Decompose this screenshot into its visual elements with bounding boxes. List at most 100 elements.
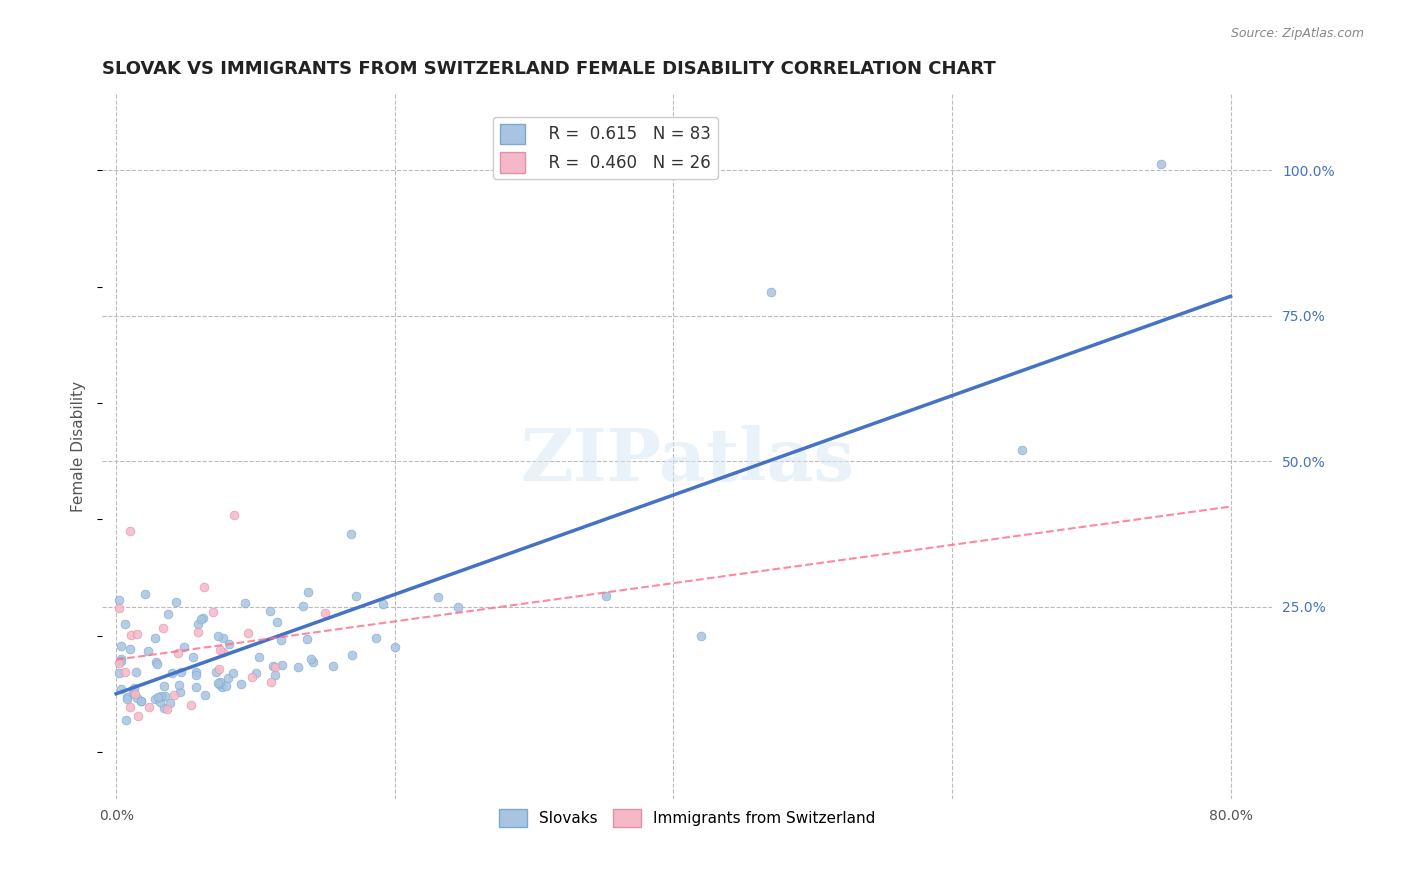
- Slovaks: [186, 680, 208, 694]
- Slovaks: [426, 590, 449, 604]
- Slovaks: [149, 695, 172, 709]
- Slovaks: [152, 679, 174, 693]
- Slovaks: [125, 665, 148, 679]
- Immigrants from Switzerland: [314, 606, 336, 620]
- Immigrants from Switzerland: [260, 675, 283, 690]
- Slovaks: [364, 632, 387, 646]
- Slovaks: [114, 616, 136, 631]
- Slovaks: [1150, 157, 1173, 171]
- Slovaks: [169, 685, 191, 699]
- Slovaks: [262, 659, 284, 673]
- Immigrants from Switzerland: [240, 670, 263, 684]
- Slovaks: [233, 596, 256, 610]
- Slovaks: [218, 637, 240, 651]
- Slovaks: [143, 692, 166, 706]
- Slovaks: [148, 691, 170, 706]
- Immigrants from Switzerland: [222, 508, 245, 522]
- Slovaks: [266, 615, 288, 629]
- Slovaks: [157, 607, 180, 622]
- Slovaks: [110, 682, 132, 697]
- Immigrants from Switzerland: [138, 699, 160, 714]
- Slovaks: [339, 527, 361, 541]
- Slovaks: [134, 587, 156, 601]
- Text: Source: ZipAtlas.com: Source: ZipAtlas.com: [1230, 27, 1364, 40]
- Immigrants from Switzerland: [187, 624, 209, 639]
- Slovaks: [207, 677, 229, 691]
- Slovaks: [212, 631, 235, 645]
- Slovaks: [259, 604, 281, 618]
- Slovaks: [129, 694, 152, 708]
- Slovaks: [110, 639, 132, 653]
- Slovaks: [295, 632, 318, 646]
- Slovaks: [110, 652, 132, 666]
- Slovaks: [342, 648, 364, 662]
- Slovaks: [159, 696, 181, 710]
- Slovaks: [122, 686, 145, 700]
- Slovaks: [384, 640, 406, 654]
- Slovaks: [193, 688, 215, 702]
- Slovaks: [110, 654, 132, 668]
- Slovaks: [167, 678, 190, 692]
- Slovaks: [115, 692, 138, 706]
- Slovaks: [187, 617, 209, 632]
- Slovaks: [208, 674, 231, 689]
- Slovaks: [160, 665, 183, 680]
- Slovaks: [148, 690, 170, 705]
- Slovaks: [287, 659, 309, 673]
- Immigrants from Switzerland: [108, 601, 131, 615]
- Slovaks: [245, 665, 267, 680]
- Slovaks: [155, 689, 177, 703]
- Slovaks: [129, 694, 152, 708]
- Slovaks: [181, 650, 204, 665]
- Slovaks: [447, 600, 470, 615]
- Slovaks: [108, 666, 131, 681]
- Slovaks: [211, 680, 233, 694]
- Slovaks: [170, 665, 193, 679]
- Slovaks: [115, 690, 138, 704]
- Immigrants from Switzerland: [125, 626, 148, 640]
- Slovaks: [690, 629, 713, 643]
- Slovaks: [186, 668, 208, 682]
- Immigrants from Switzerland: [127, 709, 149, 723]
- Immigrants from Switzerland: [209, 642, 232, 657]
- Slovaks: [270, 632, 292, 647]
- Slovaks: [108, 593, 131, 607]
- Slovaks: [344, 589, 367, 603]
- Immigrants from Switzerland: [238, 626, 260, 640]
- Slovaks: [301, 655, 323, 669]
- Slovaks: [270, 658, 292, 673]
- Immigrants from Switzerland: [114, 665, 136, 680]
- Slovaks: [153, 701, 176, 715]
- Slovaks: [207, 629, 229, 643]
- Slovaks: [759, 285, 782, 300]
- Immigrants from Switzerland: [167, 646, 190, 660]
- Slovaks: [215, 679, 238, 693]
- Immigrants from Switzerland: [124, 687, 146, 701]
- Immigrants from Switzerland: [211, 645, 233, 659]
- Text: SLOVAK VS IMMIGRANTS FROM SWITZERLAND FEMALE DISABILITY CORRELATION CHART: SLOVAK VS IMMIGRANTS FROM SWITZERLAND FE…: [103, 60, 995, 78]
- Slovaks: [247, 649, 270, 664]
- Slovaks: [222, 665, 245, 680]
- Immigrants from Switzerland: [120, 628, 142, 642]
- Slovaks: [190, 612, 212, 626]
- Immigrants from Switzerland: [118, 700, 141, 714]
- Slovaks: [173, 640, 195, 654]
- Y-axis label: Female Disability: Female Disability: [72, 381, 86, 512]
- Immigrants from Switzerland: [207, 662, 229, 676]
- Slovaks: [143, 631, 166, 645]
- Text: ZIPatlas: ZIPatlas: [520, 425, 855, 496]
- Immigrants from Switzerland: [156, 702, 179, 716]
- Slovaks: [264, 667, 287, 681]
- Slovaks: [138, 644, 160, 658]
- Immigrants from Switzerland: [180, 698, 202, 712]
- Slovaks: [145, 657, 167, 672]
- Slovaks: [124, 681, 146, 695]
- Immigrants from Switzerland: [152, 621, 174, 635]
- Slovaks: [217, 671, 239, 685]
- Slovaks: [125, 690, 148, 705]
- Slovaks: [165, 595, 187, 609]
- Immigrants from Switzerland: [264, 660, 287, 674]
- Slovaks: [186, 665, 208, 679]
- Slovaks: [207, 676, 229, 690]
- Slovaks: [193, 611, 215, 625]
